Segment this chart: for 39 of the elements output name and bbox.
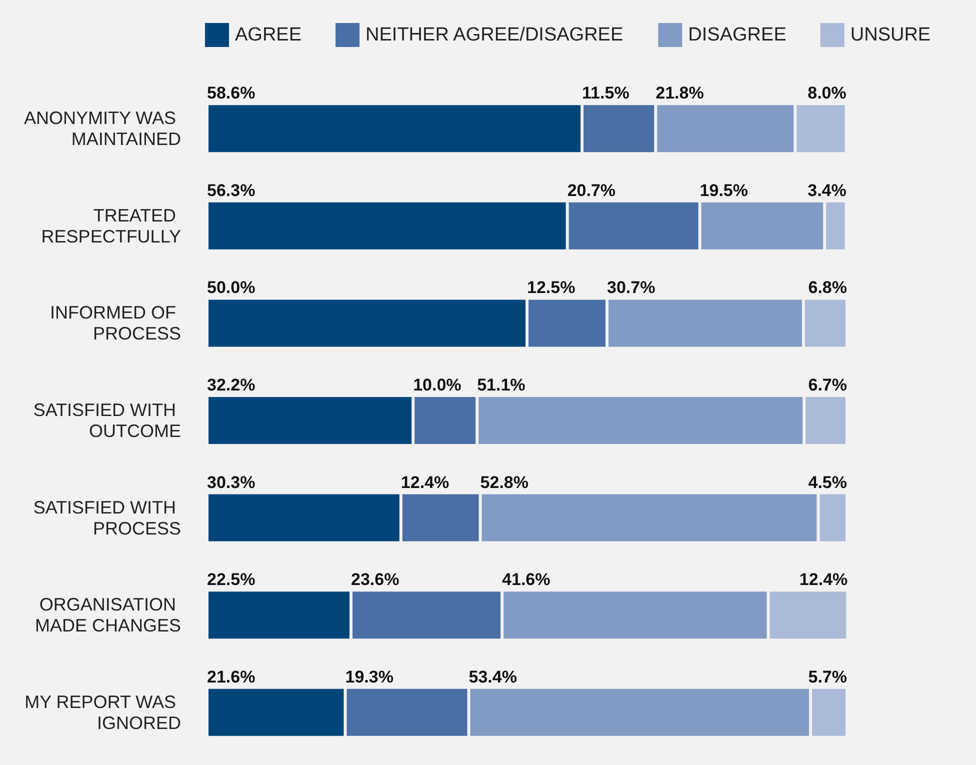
data-label: 41.6% bbox=[502, 570, 550, 590]
y-tick-label: MY REPORT WAS IGNORED bbox=[24, 692, 181, 733]
data-label: 10.0% bbox=[413, 376, 462, 394]
data-label: 58.6% bbox=[207, 84, 256, 103]
data-label: 22.5% bbox=[207, 570, 256, 590]
y-tick-label: INFORMED OF PROCESS bbox=[50, 302, 181, 344]
data-label: 4.5% bbox=[808, 472, 847, 492]
data-label: 11.5% bbox=[582, 84, 630, 103]
data-label: 6.7% bbox=[808, 376, 847, 394]
data-label: 8.0% bbox=[808, 84, 846, 103]
data-label: 20.7% bbox=[567, 180, 616, 200]
legend-label: DISAGREE bbox=[688, 24, 786, 46]
data-label: 23.6% bbox=[351, 570, 400, 590]
data-label: 52.8% bbox=[480, 472, 528, 492]
data-label: 19.3% bbox=[345, 667, 394, 686]
data-label: 19.5% bbox=[700, 180, 748, 200]
y-tick-label: ANONYMITY WAS MAINTAINED bbox=[24, 108, 181, 150]
data-label: 50.0% bbox=[207, 278, 256, 298]
y-tick-label: ORGANISATION MADE CHANGES bbox=[34, 594, 181, 636]
data-label: 53.4% bbox=[468, 667, 517, 686]
data-label: 3.4% bbox=[808, 180, 846, 200]
legend-label: NEITHER AGREE/DISAGREE bbox=[366, 24, 624, 46]
y-tick-label: SATISFIED WITH PROCESS bbox=[33, 497, 181, 538]
y-tick-label: SATISFIED WITH OUTCOME bbox=[33, 400, 181, 441]
data-label: 32.2% bbox=[207, 376, 256, 394]
data-label: 56.3% bbox=[207, 180, 256, 200]
y-tick-label: TREATED RESPECTFULLY bbox=[41, 205, 181, 246]
data-label: 12.5% bbox=[527, 278, 576, 298]
data-label: 5.7% bbox=[808, 667, 847, 686]
legend-label: AGREE bbox=[235, 24, 302, 46]
data-label: 51.1% bbox=[477, 376, 526, 394]
legend-label: UNSURE bbox=[850, 24, 931, 46]
data-label: 21.6% bbox=[207, 667, 256, 686]
data-label: 30.7% bbox=[607, 278, 656, 298]
data-label: 12.4% bbox=[400, 472, 450, 492]
data-label: 30.3% bbox=[207, 472, 256, 492]
data-label: 6.8% bbox=[808, 278, 847, 298]
data-label: 12.4% bbox=[799, 570, 848, 590]
data-label: 21.8% bbox=[656, 84, 704, 103]
